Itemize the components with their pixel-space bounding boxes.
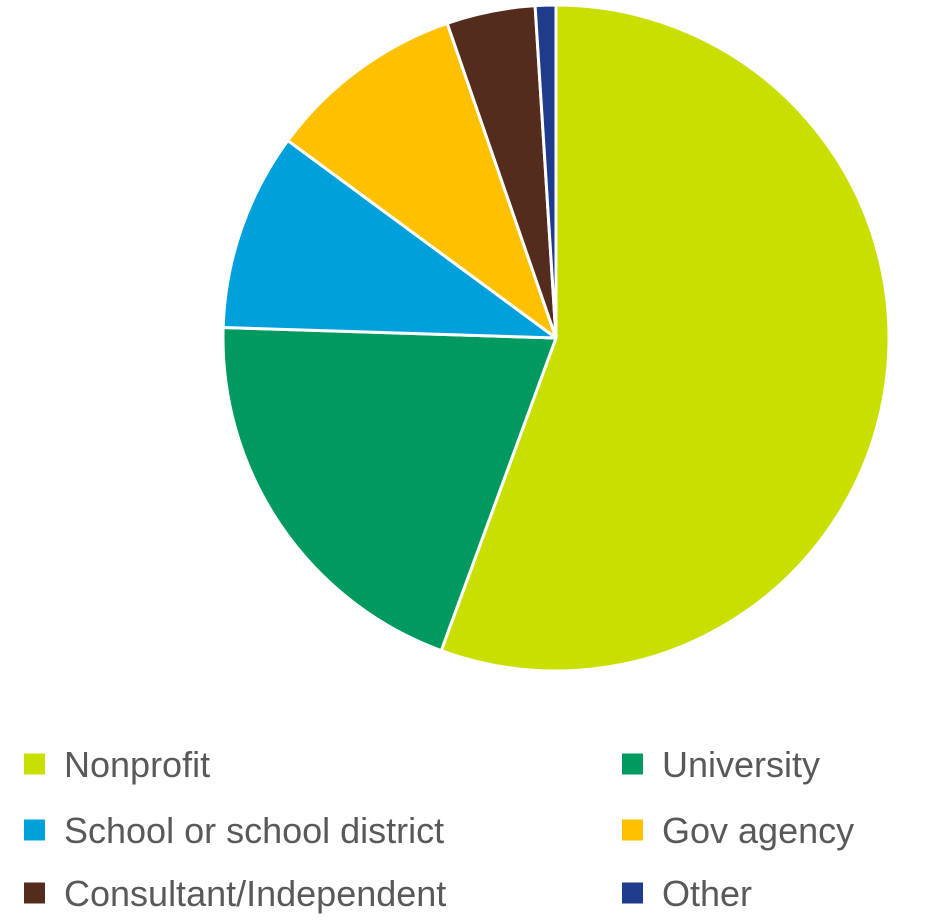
pie-slice-nonprofit xyxy=(439,3,891,673)
legend-swatch xyxy=(24,882,45,904)
legend-label: Gov agency xyxy=(662,810,854,851)
legend-item: School or school district xyxy=(24,810,444,851)
legend-item: Consultant/Independent xyxy=(24,873,446,914)
legend-swatch xyxy=(24,753,45,775)
legend-label: Nonprofit xyxy=(64,744,210,785)
pie-slices xyxy=(221,3,891,673)
pie-slice-university xyxy=(221,326,558,653)
legend-swatch xyxy=(622,819,643,841)
legend-label: School or school district xyxy=(64,810,444,851)
pie-slice-school-or-school-district xyxy=(221,139,558,340)
legend-label: Consultant/Independent xyxy=(64,873,446,914)
legend-swatch xyxy=(24,819,45,841)
legend-swatch xyxy=(622,753,643,775)
legend-item: University xyxy=(622,744,820,785)
legend-label: University xyxy=(662,744,820,785)
pie-slice-gov-agency xyxy=(286,21,558,340)
legend-item: Gov agency xyxy=(622,810,854,851)
legend: Nonprofit University School or school dist… xyxy=(24,744,854,914)
legend-item: Other xyxy=(622,873,752,914)
legend-item: Nonprofit xyxy=(24,744,210,785)
legend-swatch xyxy=(622,882,643,904)
legend-label: Other xyxy=(662,873,752,914)
pie-slice-other xyxy=(533,3,558,340)
